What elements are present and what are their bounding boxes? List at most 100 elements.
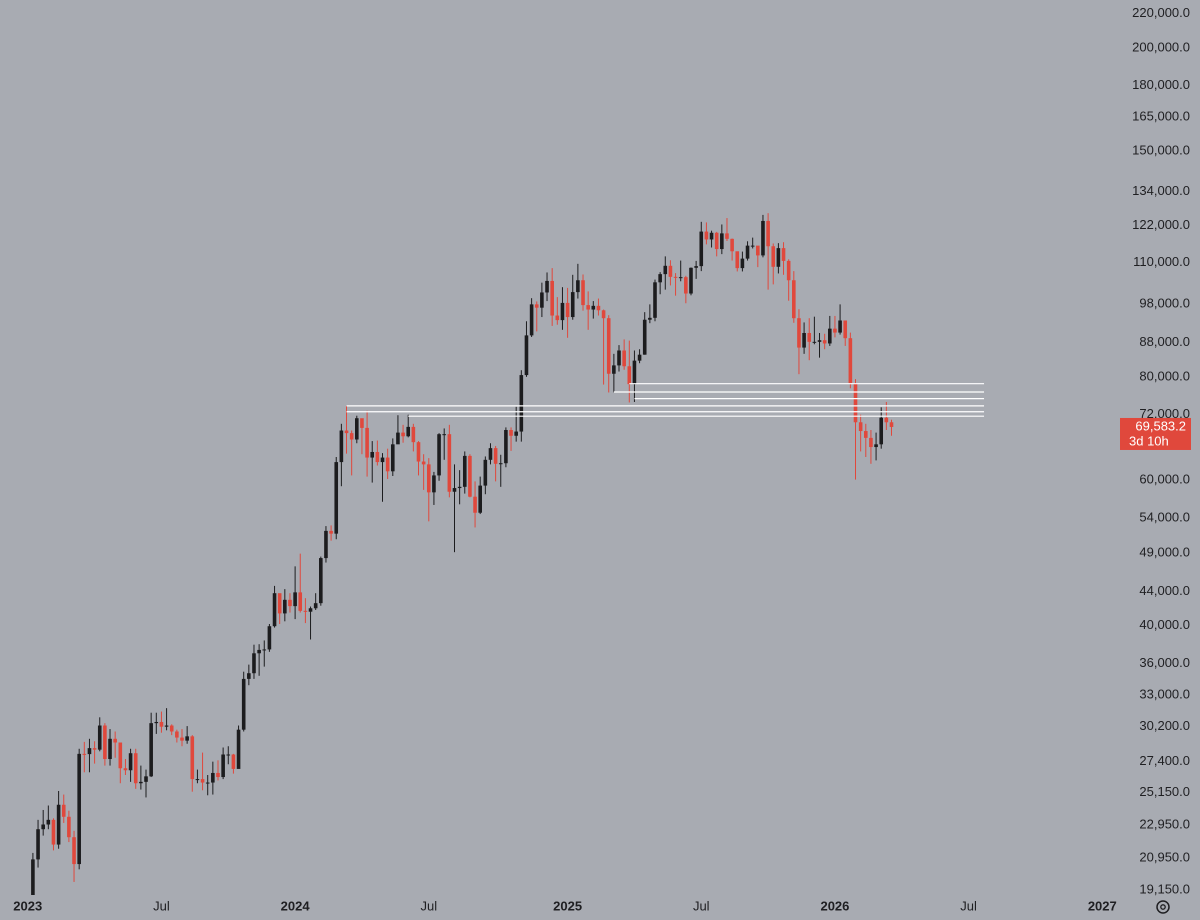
candle-body (365, 427, 369, 458)
candle-body (416, 442, 421, 462)
candle-body (97, 725, 102, 750)
candle-body (545, 280, 549, 293)
candle-body (411, 426, 416, 443)
candle-body (874, 444, 878, 448)
candle-body (133, 753, 138, 784)
candle-body (879, 417, 884, 445)
gear-hub (1160, 904, 1166, 910)
candle-body (714, 232, 719, 250)
x-tick-label: 2023 (13, 898, 42, 913)
candle-body (401, 432, 405, 437)
candle-body (648, 317, 652, 320)
candle-body (828, 328, 832, 344)
candle-body (694, 266, 698, 268)
candle-body (113, 738, 117, 743)
x-tick-label: Jul (960, 898, 977, 913)
candle-body (833, 328, 837, 333)
candle-body (637, 354, 642, 361)
candle-body (601, 310, 606, 319)
candle-body (159, 721, 164, 727)
candle-body (72, 837, 76, 865)
candle-body (283, 599, 287, 614)
x-tick-label: Jul (693, 898, 710, 913)
last-price-label: 69,583.2 (1135, 418, 1186, 433)
candle-body (534, 304, 539, 308)
candle-body (853, 383, 858, 423)
candle-body (267, 626, 272, 650)
candle-body (586, 305, 590, 310)
y-tick-label: 22,950.0 (1139, 817, 1190, 832)
candle-body (468, 455, 472, 497)
candle-body (442, 434, 447, 436)
candle-body (375, 451, 380, 463)
y-tick-label: 19,150.0 (1139, 882, 1190, 897)
candle-body (863, 431, 868, 438)
candle-body (380, 457, 385, 463)
candle-body (205, 782, 210, 784)
candle-body (591, 305, 596, 310)
y-tick-label: 122,000.0 (1132, 217, 1190, 232)
candle-body (822, 340, 827, 344)
candle-body (385, 457, 390, 472)
candle-body (221, 754, 225, 778)
candle-body (41, 824, 45, 830)
candle-body (303, 610, 308, 612)
candle-body (498, 463, 503, 465)
candle-body (735, 251, 740, 269)
candle-body (689, 267, 693, 294)
candle-body (699, 231, 704, 267)
candle-body (46, 819, 51, 825)
candle-body (272, 593, 277, 627)
candle-body (581, 280, 585, 306)
candle-body (560, 302, 565, 321)
candle-body (51, 819, 56, 845)
candle-body (514, 431, 518, 436)
candle-body (627, 366, 632, 385)
candle-body (349, 433, 354, 440)
candle-body (668, 265, 673, 277)
candle-body (247, 673, 251, 679)
candle-body (31, 859, 35, 895)
candle-body (164, 725, 169, 727)
candle-body (169, 725, 174, 732)
candle-body (180, 737, 184, 741)
candle-body (550, 280, 554, 316)
candle-body (190, 736, 195, 780)
x-tick-label: 2026 (820, 898, 849, 913)
candle-body (889, 422, 894, 427)
candle-body (519, 375, 524, 432)
candle-body (596, 305, 601, 311)
y-tick-label: 220,000.0 (1132, 5, 1190, 20)
candle-body (653, 282, 657, 318)
candle-body (745, 245, 750, 259)
y-tick-label: 165,000.0 (1132, 108, 1190, 123)
settings-icon[interactable] (1156, 900, 1170, 914)
candle-body (524, 335, 529, 376)
candle-body (319, 558, 323, 604)
candle-body (761, 220, 765, 256)
y-tick-label: 25,150.0 (1139, 784, 1190, 799)
candle-body (612, 365, 616, 374)
candle-body (344, 430, 349, 434)
y-tick-label: 80,000.0 (1139, 368, 1190, 383)
candle-body (236, 729, 241, 769)
candle-body (308, 608, 313, 612)
candle-body (262, 649, 267, 651)
candle-body (437, 434, 441, 476)
candle-body (298, 592, 303, 611)
candle-body (622, 350, 626, 367)
candle-body (576, 280, 580, 293)
y-tick-label: 33,000.0 (1139, 686, 1190, 701)
y-tick-label: 60,000.0 (1139, 472, 1190, 487)
candle-body (82, 753, 87, 755)
candle-body (313, 603, 318, 609)
candle-body (781, 248, 786, 261)
candle-body (406, 426, 411, 437)
candle-body (642, 319, 647, 355)
y-tick-label: 44,000.0 (1139, 583, 1190, 598)
candle-body (139, 781, 143, 784)
candle-body (67, 816, 71, 838)
candle-body (324, 530, 328, 559)
candle-body (807, 332, 812, 342)
